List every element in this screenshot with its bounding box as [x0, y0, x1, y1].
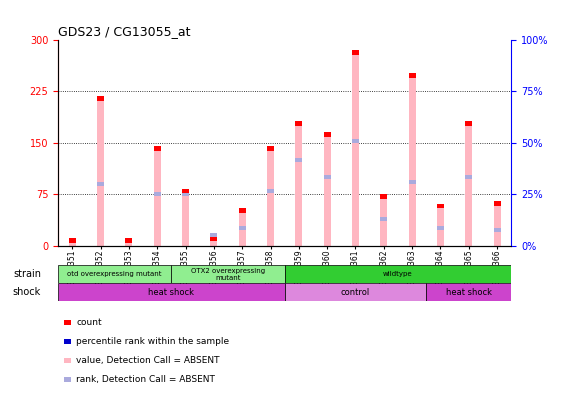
Text: value, Detection Call = ABSENT: value, Detection Call = ABSENT	[76, 356, 220, 365]
Bar	[239, 210, 246, 246]
Text: control: control	[341, 287, 370, 297]
Bar	[408, 180, 415, 185]
Bar	[381, 196, 388, 246]
Text: shock: shock	[13, 287, 41, 297]
Bar	[295, 158, 302, 162]
Bar	[97, 182, 104, 186]
Bar	[465, 175, 472, 179]
Text: heat shock: heat shock	[446, 287, 492, 297]
Text: wildtype: wildtype	[383, 271, 413, 277]
Bar	[182, 188, 189, 193]
Bar	[182, 192, 189, 196]
Bar	[210, 236, 217, 242]
Bar	[465, 123, 472, 246]
Bar	[210, 239, 217, 246]
Bar	[125, 240, 132, 246]
Bar	[324, 132, 331, 137]
Bar	[352, 50, 359, 55]
Bar	[381, 217, 388, 221]
Bar	[408, 75, 415, 246]
Bar	[171, 265, 285, 283]
Bar	[154, 148, 161, 246]
Bar	[285, 283, 426, 301]
Bar	[295, 123, 302, 246]
Text: heat shock: heat shock	[148, 287, 195, 297]
Bar	[69, 238, 76, 243]
Bar	[465, 121, 472, 126]
Text: count: count	[76, 318, 102, 327]
Bar	[69, 238, 76, 242]
Bar	[239, 208, 246, 213]
Bar	[58, 265, 171, 283]
Bar	[437, 226, 444, 230]
Bar	[267, 146, 274, 151]
Bar	[154, 192, 161, 196]
Bar	[97, 98, 104, 246]
Text: strain: strain	[13, 269, 41, 279]
Bar	[267, 188, 274, 193]
Bar	[352, 52, 359, 246]
Bar	[324, 134, 331, 246]
Bar	[494, 228, 501, 232]
Bar	[97, 96, 104, 101]
Bar	[408, 73, 415, 78]
Bar	[352, 139, 359, 143]
Bar	[426, 283, 511, 301]
Bar	[239, 226, 246, 230]
Text: OTX2 overexpressing
mutant: OTX2 overexpressing mutant	[191, 268, 265, 281]
Text: GDS23 / CG13055_at: GDS23 / CG13055_at	[58, 25, 191, 38]
Bar	[324, 175, 331, 179]
Bar	[125, 238, 132, 242]
Bar	[154, 146, 161, 151]
Text: percentile rank within the sample: percentile rank within the sample	[76, 337, 229, 346]
Bar	[437, 206, 444, 246]
Text: rank, Detection Call = ABSENT: rank, Detection Call = ABSENT	[76, 375, 215, 384]
Bar	[58, 283, 285, 301]
Bar	[437, 204, 444, 208]
Bar	[125, 238, 132, 243]
Bar	[182, 190, 189, 246]
Bar	[210, 233, 217, 237]
Bar	[69, 240, 76, 246]
Text: otd overexpressing mutant: otd overexpressing mutant	[67, 271, 162, 277]
Bar	[494, 201, 501, 206]
Bar	[267, 148, 274, 246]
Bar	[494, 203, 501, 246]
Bar	[295, 121, 302, 126]
Bar	[381, 194, 388, 199]
Bar	[285, 265, 511, 283]
